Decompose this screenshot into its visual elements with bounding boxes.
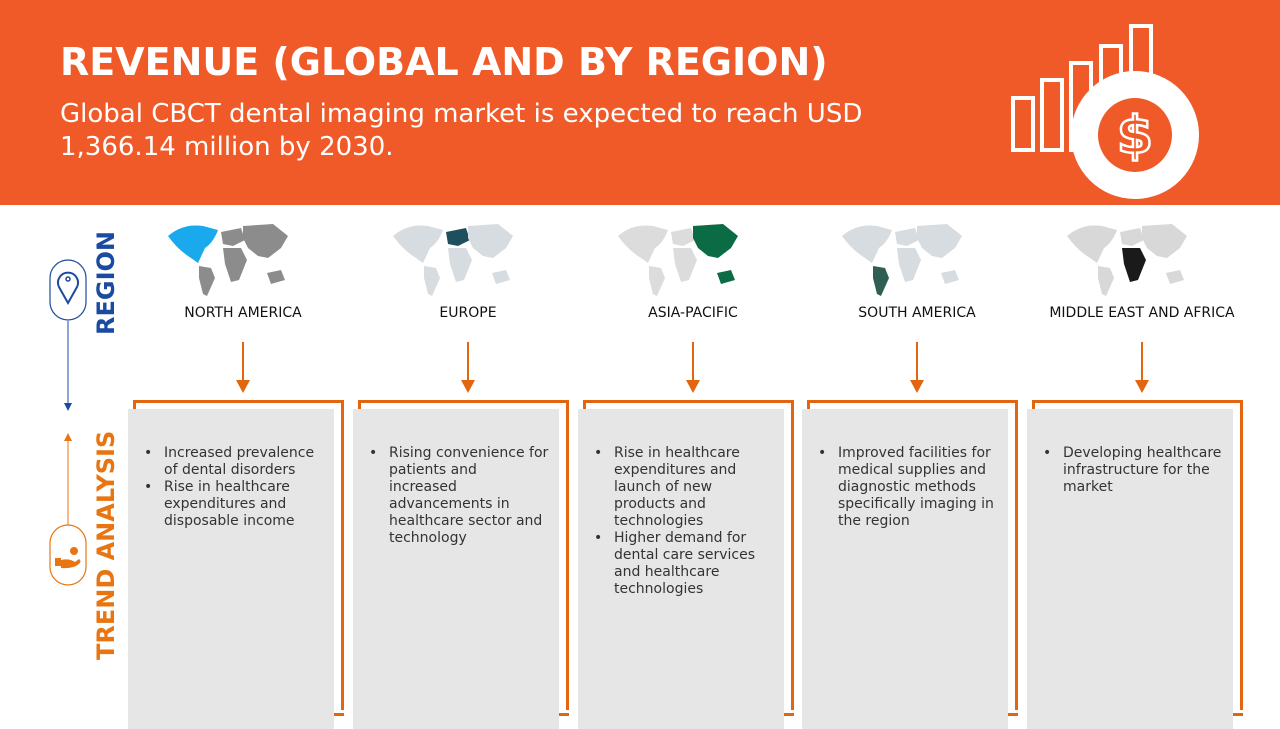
box-bracket bbox=[133, 400, 344, 716]
trend-box: Improved facilities for medical supplies… bbox=[802, 409, 1008, 729]
side-timeline bbox=[49, 259, 87, 586]
trend-bullet: Developing healthcare infrastructure for… bbox=[1043, 445, 1223, 496]
box-bracket bbox=[807, 400, 1018, 716]
trend-bullet: Rising convenience for patients and incr… bbox=[369, 445, 549, 547]
svg-text:$: $ bbox=[1117, 106, 1153, 166]
world-map-icon bbox=[168, 224, 288, 296]
arrow-down-icon bbox=[1135, 342, 1149, 393]
region-column: SOUTH AMERICA Improved facilities for me… bbox=[802, 210, 1032, 729]
trend-box: Rise in healthcare expenditures and laun… bbox=[578, 409, 784, 729]
world-map-icon bbox=[842, 224, 962, 296]
trend-box: Increased prevalence of dental disorders… bbox=[128, 409, 334, 729]
arrow-down-icon bbox=[236, 342, 250, 393]
world-map-icon bbox=[393, 224, 513, 296]
healthcare-hand-icon bbox=[49, 524, 87, 586]
region-label: REGION bbox=[92, 231, 120, 335]
trend-bullet: Increased prevalence of dental disorders bbox=[144, 445, 324, 479]
page-title: REVENUE (GLOBAL AND BY REGION) bbox=[60, 40, 828, 84]
trend-bullet: Improved facilities for medical supplies… bbox=[818, 445, 998, 530]
header-banner: REVENUE (GLOBAL AND BY REGION) Global CB… bbox=[0, 0, 1280, 205]
trend-bullet: Rise in healthcare expenditures and laun… bbox=[594, 445, 774, 530]
trend-bullet: Rise in healthcare expenditures and disp… bbox=[144, 479, 324, 530]
region-name: NORTH AMERICA bbox=[184, 305, 302, 321]
trend-analysis-label: TREND ANALYSIS bbox=[92, 430, 120, 660]
trend-box: Developing healthcare infrastructure for… bbox=[1027, 409, 1233, 729]
revenue-chart-dollar-icon: $ bbox=[1011, 24, 1199, 199]
trend-bullet: Higher demand for dental care services a… bbox=[594, 530, 774, 598]
region-column: ASIA-PACIFIC Rise in healthcare expendit… bbox=[578, 210, 808, 729]
arrow-down-icon bbox=[461, 342, 475, 393]
region-name: SOUTH AMERICA bbox=[858, 305, 976, 321]
region-name: ASIA-PACIFIC bbox=[648, 305, 738, 321]
region-column: NORTH AMERICA Increased prevalence of de… bbox=[128, 210, 358, 729]
location-pin-icon bbox=[49, 259, 87, 321]
box-bracket bbox=[358, 400, 569, 716]
region-name: MIDDLE EAST AND AFRICA bbox=[1049, 305, 1235, 321]
region-column: MIDDLE EAST AND AFRICA Developing health… bbox=[1027, 210, 1257, 729]
region-column: EUROPE Rising convenience for patients a… bbox=[353, 210, 583, 729]
world-map-icon bbox=[618, 224, 738, 296]
world-map-icon bbox=[1067, 224, 1187, 296]
arrow-down-icon bbox=[686, 342, 700, 393]
arrow-down-icon bbox=[910, 342, 924, 393]
trend-box: Rising convenience for patients and incr… bbox=[353, 409, 559, 729]
region-name: EUROPE bbox=[439, 305, 497, 321]
page-subtitle: Global CBCT dental imaging market is exp… bbox=[60, 99, 863, 162]
box-bracket bbox=[583, 400, 794, 716]
box-bracket bbox=[1032, 400, 1243, 716]
